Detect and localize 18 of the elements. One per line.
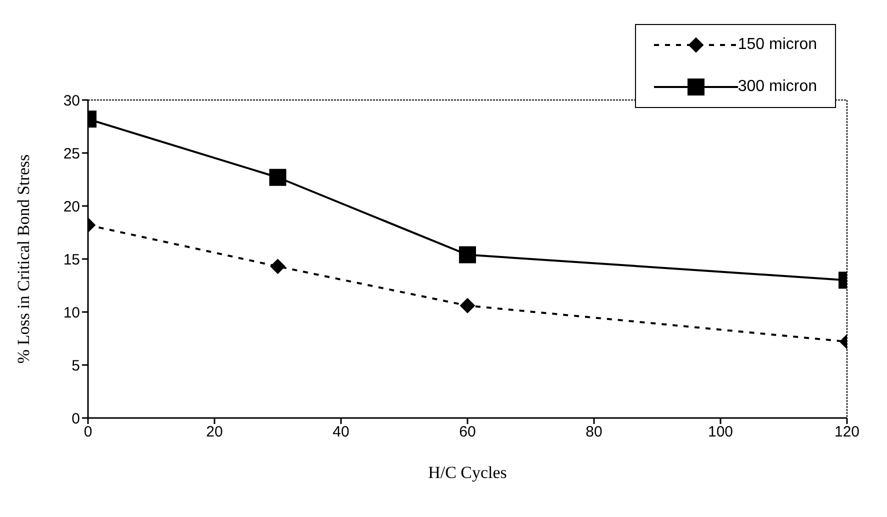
y-tick-label: 25 [63, 145, 80, 162]
y-tick-label: 10 [63, 304, 80, 322]
x-tick-label: 80 [586, 424, 602, 441]
y-tick-label: 5 [72, 357, 80, 374]
x-tick-label: 100 [708, 424, 734, 441]
y-axis-title: % Loss in Critical Bond Stress [14, 154, 34, 364]
x-tick-label: 40 [332, 424, 350, 441]
x-tick-label: 20 [206, 424, 223, 441]
y-tick-label: 20 [63, 198, 80, 216]
y-tick-label: 0 [72, 410, 80, 428]
x-axis-title: H/C Cycles [428, 463, 507, 482]
x-tick-label: 60 [459, 424, 476, 441]
y-tick-label: 15 [63, 251, 80, 268]
x-tick-label: 0 [84, 424, 92, 441]
legend-label: 300 micron [738, 78, 817, 96]
legend-label: 150 micron [738, 36, 817, 54]
x-tick-label: 120 [834, 424, 860, 441]
y-tick-label: 30 [63, 92, 80, 110]
